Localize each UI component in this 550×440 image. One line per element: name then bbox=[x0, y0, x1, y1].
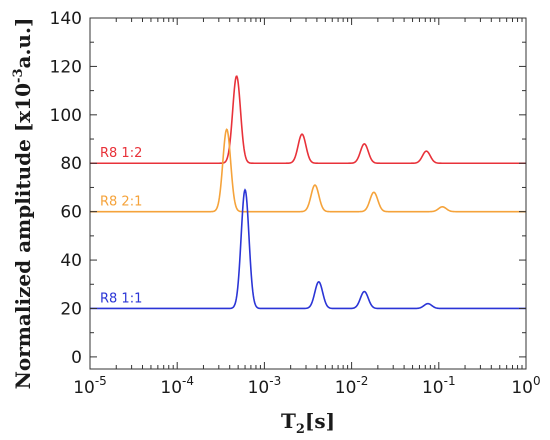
series-label: R8 2:1 bbox=[100, 195, 142, 210]
y-tick-label: 60 bbox=[60, 203, 82, 223]
axis-tick-labels: 10-5 10-4 10-3 10-2 10-1 100 0 20 40 60 80 100 120 14… bbox=[50, 9, 541, 398]
series-label: R8 1:1 bbox=[100, 291, 142, 306]
x-tick-label: 10-5 bbox=[73, 374, 107, 398]
y-tick-label: 100 bbox=[50, 106, 82, 126]
x-tick-label: 10-2 bbox=[335, 374, 369, 398]
x-tick-label: 100 bbox=[511, 374, 540, 398]
x-tick-label: 10-4 bbox=[160, 374, 194, 398]
x-tick-label: 10-3 bbox=[248, 374, 282, 398]
series-line bbox=[90, 75, 526, 165]
y-tick-label: 0 bbox=[71, 348, 82, 368]
series-line bbox=[90, 128, 526, 213]
y-tick-label: 40 bbox=[60, 251, 82, 271]
series-labels: R8 1:2 R8 2:1 R8 1:1 bbox=[100, 146, 142, 306]
y-tick-label: 140 bbox=[50, 9, 82, 29]
y-tick-label: 120 bbox=[50, 57, 82, 77]
y-axis-title: Normalized amplitude [x10-3a.u.] bbox=[11, 18, 35, 390]
series-lines bbox=[90, 75, 526, 310]
y-tick-label: 20 bbox=[60, 299, 82, 319]
plot-frame bbox=[89, 17, 527, 370]
x-axis-title: T2[s] bbox=[281, 409, 335, 437]
series-line bbox=[90, 188, 526, 310]
y-tick-label: 80 bbox=[60, 154, 82, 174]
x-tick-label: 10-1 bbox=[422, 374, 456, 398]
axis-ticks bbox=[89, 17, 527, 369]
series-label: R8 1:2 bbox=[100, 146, 142, 161]
